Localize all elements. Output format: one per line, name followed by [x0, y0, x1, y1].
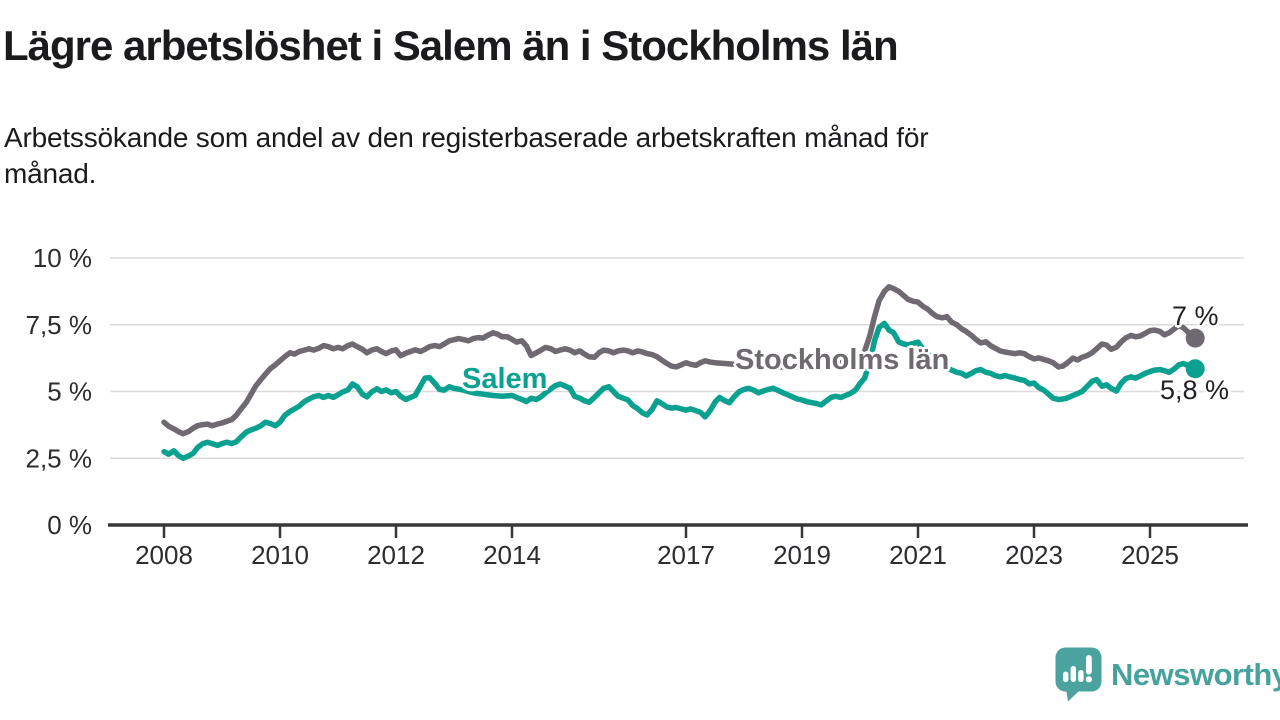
y-axis-label: 7,5 % [26, 310, 93, 340]
x-axis-label: 2019 [773, 540, 831, 570]
end-dot-stockholms-lan [1185, 328, 1205, 348]
x-axis-label: 2021 [889, 540, 947, 570]
x-axis-label: 2014 [483, 540, 541, 570]
chart-subtitle: Arbetssökande som andel av den registerb… [4, 120, 929, 192]
y-axis-label: 0 % [47, 510, 92, 540]
x-axis-label: 2012 [367, 540, 425, 570]
end-value-label-stockholms-lan: 7 % [1172, 301, 1219, 331]
x-axis-label: 2025 [1121, 540, 1179, 570]
subtitle-line-2: månad. [4, 158, 97, 189]
newsworthy-wordmark: Newsworthy [1111, 656, 1280, 692]
newsworthy-bubble-bar-chart-icon [1055, 647, 1102, 702]
page-title: Lägre arbetslöshet i Salem än i Stockhol… [3, 22, 899, 69]
x-axis-label: 2010 [251, 540, 309, 570]
y-axis-label: 5 % [47, 377, 92, 407]
x-axis-label: 2008 [135, 540, 193, 570]
y-axis-label: 10 % [33, 243, 92, 273]
x-axis-label: 2023 [1005, 540, 1063, 570]
series-label-stockholms-lan: Stockholms län [735, 344, 950, 376]
series-line-stockholms-lan [161, 284, 1198, 437]
series-label-salem: Salem [462, 363, 548, 395]
newsworthy-logo[interactable]: Newsworthy [1055, 647, 1280, 702]
y-axis-label: 2,5 % [26, 443, 93, 473]
series-line-salem [161, 320, 1198, 462]
end-value-label-salem: 5,8 % [1160, 375, 1230, 405]
subtitle-line-1: Arbetssökande som andel av den registerb… [4, 122, 929, 153]
end-dot-salem [1185, 359, 1205, 379]
x-axis-label: 2017 [657, 540, 715, 570]
